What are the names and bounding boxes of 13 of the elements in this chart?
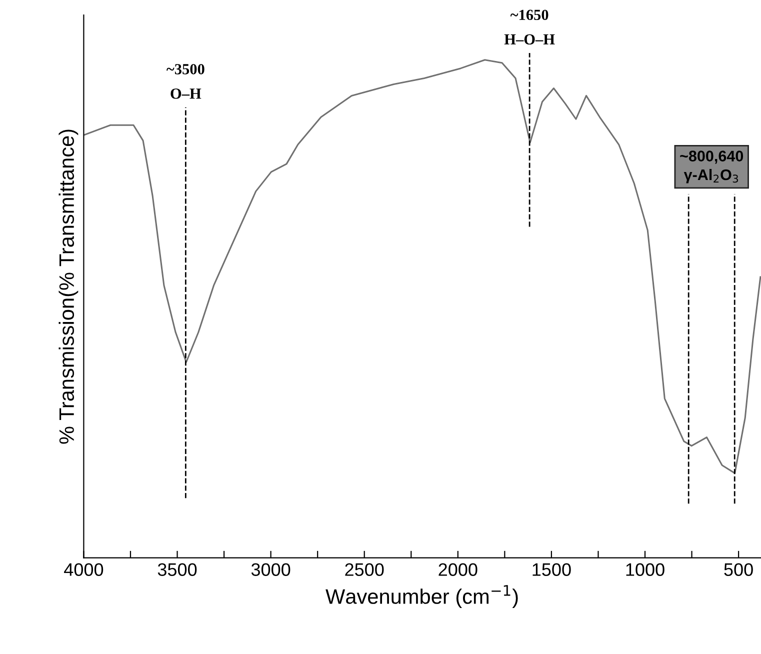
annotation: ~800,640 γ-Al$_{2}$O$_{3}$ [680, 150, 744, 184]
x-tick-label: 3000 [251, 563, 290, 576]
x-tick-label: 500 [724, 563, 753, 576]
text: ~1650 H–O–H [504, 10, 555, 45]
x-tick-label: 1500 [532, 563, 571, 576]
x-tick-label: 2500 [345, 563, 384, 576]
annotation: ~3500 O–H [166, 64, 204, 99]
y-axis-title: % Transmission(% Transmittance) [58, 130, 78, 444]
x-tick-label: 1000 [626, 563, 664, 576]
x-tick-label: 4000 [64, 563, 104, 576]
x-tick-label: 2000 [438, 563, 478, 576]
x-axis-title: Wavenumber (cm$^{−1}$) [326, 585, 518, 608]
x-tick-label: 3500 [158, 563, 197, 576]
